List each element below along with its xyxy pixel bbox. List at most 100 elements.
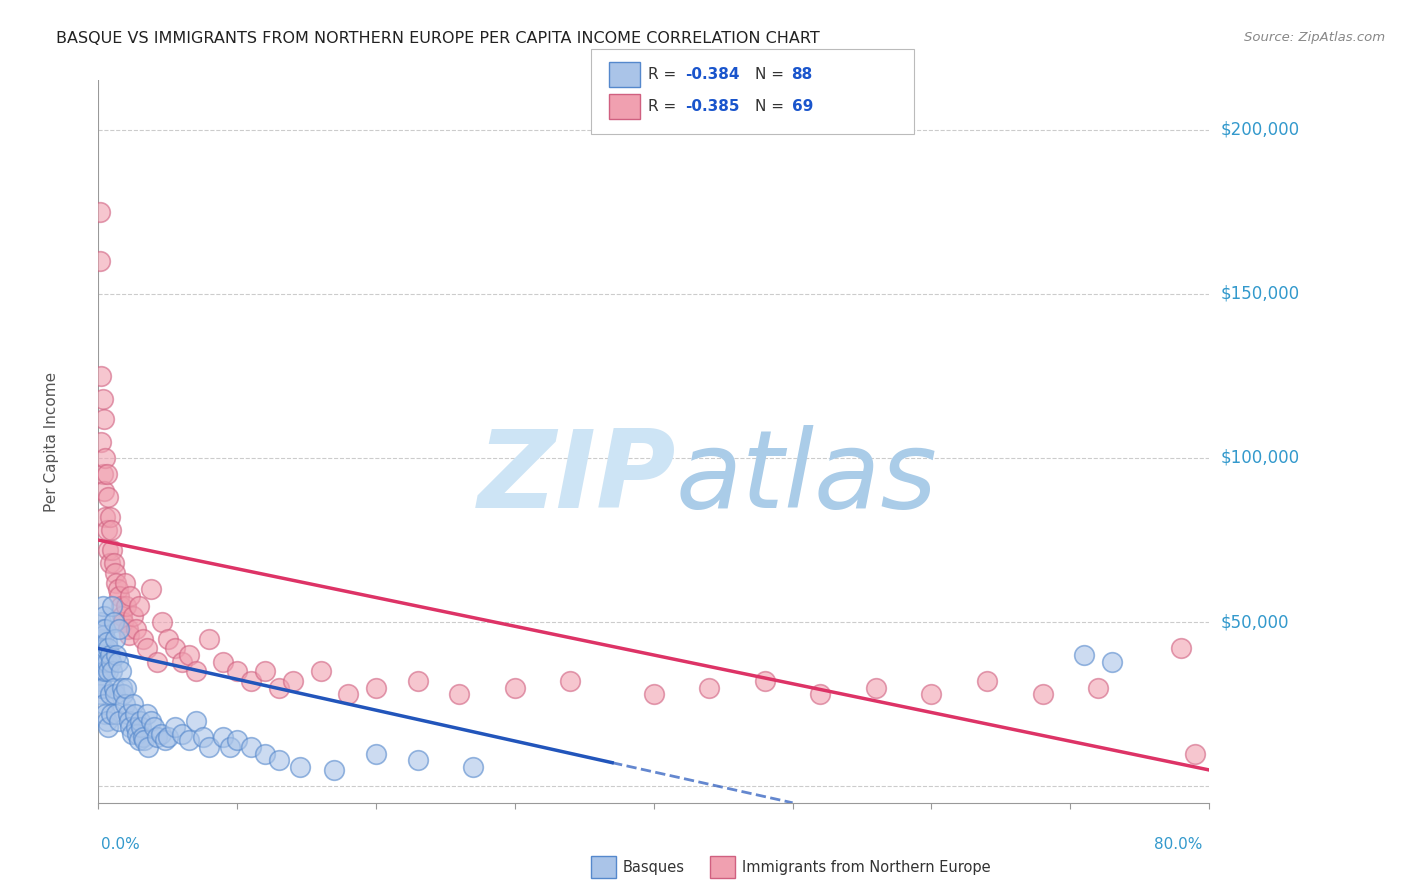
Point — [163, 641, 186, 656]
Point — [920, 687, 942, 701]
Point — [108, 714, 131, 728]
Point — [89, 655, 111, 669]
Point — [177, 648, 200, 662]
Point — [98, 556, 121, 570]
Point — [111, 681, 134, 695]
Point — [90, 434, 112, 449]
Point — [93, 628, 115, 642]
Point — [91, 392, 114, 406]
Text: Source: ZipAtlas.com: Source: ZipAtlas.com — [1244, 31, 1385, 45]
Point — [125, 720, 148, 734]
Point — [91, 467, 114, 482]
Point — [115, 681, 138, 695]
Point — [93, 411, 115, 425]
Point — [108, 622, 131, 636]
Text: -0.385: -0.385 — [685, 99, 740, 113]
Point — [449, 687, 471, 701]
Point — [98, 510, 121, 524]
Point — [100, 523, 122, 537]
Point — [149, 727, 172, 741]
Point — [156, 730, 179, 744]
Text: ZIP: ZIP — [478, 425, 676, 531]
Point — [267, 753, 290, 767]
Point — [104, 566, 127, 580]
Point — [219, 739, 242, 754]
Point — [104, 632, 127, 646]
Point — [124, 707, 146, 722]
Point — [198, 739, 221, 754]
Point — [94, 641, 117, 656]
Point — [96, 523, 118, 537]
Point — [89, 204, 111, 219]
Point — [1184, 747, 1206, 761]
Point — [150, 615, 173, 630]
Point — [122, 698, 145, 712]
Point — [104, 687, 127, 701]
Point — [90, 665, 112, 679]
Point — [96, 714, 118, 728]
Point — [1087, 681, 1109, 695]
Text: 69: 69 — [792, 99, 813, 113]
Point — [107, 582, 129, 597]
Point — [94, 665, 117, 679]
Point — [141, 714, 163, 728]
Point — [94, 450, 117, 465]
Point — [89, 687, 111, 701]
Point — [96, 467, 118, 482]
Point — [337, 687, 360, 701]
Point — [184, 665, 207, 679]
Text: Basques: Basques — [623, 860, 685, 874]
Point — [114, 698, 136, 712]
Point — [91, 599, 114, 613]
Point — [141, 582, 163, 597]
Point — [117, 707, 139, 722]
Point — [288, 760, 311, 774]
Point — [198, 632, 221, 646]
Point — [121, 727, 143, 741]
Point — [110, 599, 132, 613]
Text: Immigrants from Northern Europe: Immigrants from Northern Europe — [742, 860, 991, 874]
Text: R =: R = — [648, 99, 682, 113]
Point — [810, 687, 832, 701]
Text: N =: N = — [755, 99, 789, 113]
Point — [136, 707, 159, 722]
Point — [145, 655, 167, 669]
Text: Per Capita Income: Per Capita Income — [44, 371, 59, 512]
Point — [132, 730, 155, 744]
Point — [98, 648, 121, 662]
Point — [976, 674, 998, 689]
Point — [97, 641, 120, 656]
Point — [94, 622, 117, 636]
Point — [170, 727, 193, 741]
Point — [105, 648, 128, 662]
Point — [93, 698, 115, 712]
Point — [112, 687, 135, 701]
Point — [226, 665, 249, 679]
Point — [114, 575, 136, 590]
Point — [100, 707, 122, 722]
Point — [366, 681, 388, 695]
Point — [128, 599, 150, 613]
Point — [115, 599, 138, 613]
Point — [101, 665, 124, 679]
Point — [89, 665, 111, 679]
Point — [226, 733, 249, 747]
Point — [97, 720, 120, 734]
Point — [406, 674, 429, 689]
Point — [103, 556, 125, 570]
Point — [1101, 655, 1123, 669]
Point — [463, 760, 485, 774]
Point — [101, 599, 124, 613]
Point — [98, 687, 121, 701]
Point — [156, 632, 179, 646]
Point — [91, 641, 114, 656]
Text: $200,000: $200,000 — [1220, 120, 1299, 138]
Point — [699, 681, 721, 695]
Point — [163, 720, 186, 734]
Point — [132, 632, 155, 646]
Point — [281, 674, 304, 689]
Text: BASQUE VS IMMIGRANTS FROM NORTHERN EUROPE PER CAPITA INCOME CORRELATION CHART: BASQUE VS IMMIGRANTS FROM NORTHERN EUROP… — [56, 31, 820, 46]
Point — [105, 707, 128, 722]
Point — [103, 681, 125, 695]
Point — [93, 483, 115, 498]
